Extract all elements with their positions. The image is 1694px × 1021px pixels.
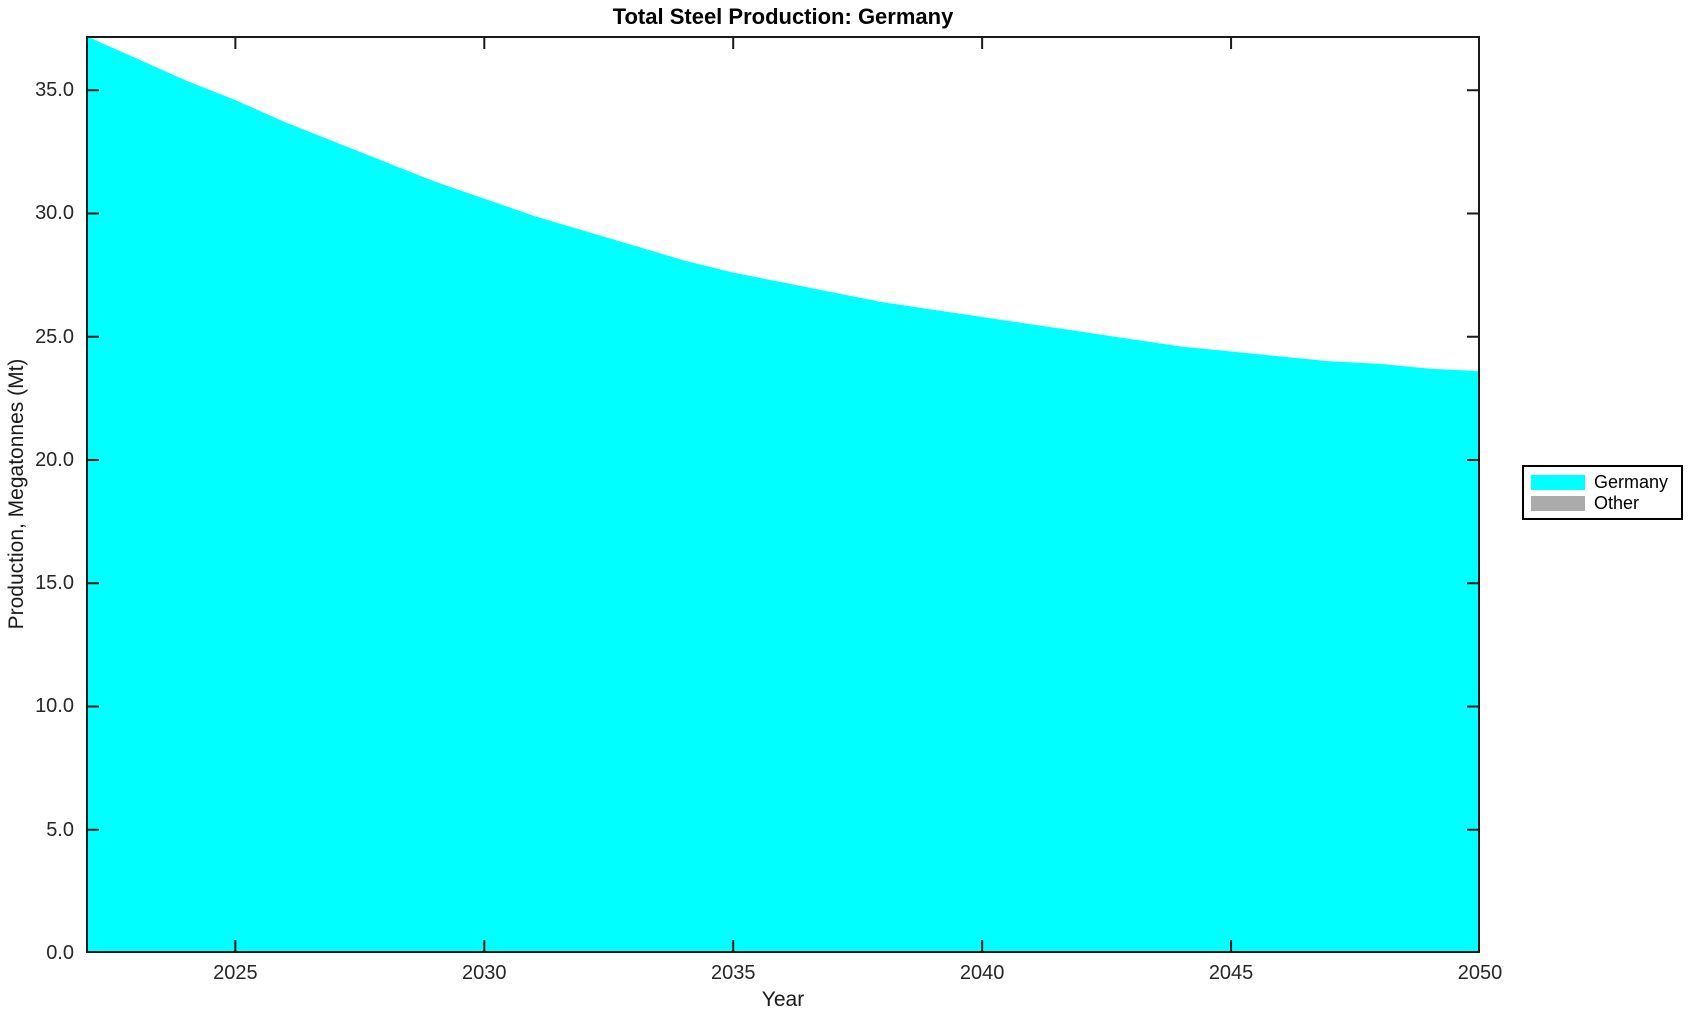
legend-item-germany: Germany (1531, 472, 1674, 492)
legend-item-other: Other (1531, 493, 1674, 513)
y-tick-label: 10.0 (35, 695, 74, 718)
y-tick-label: 35.0 (35, 79, 74, 102)
area-series-germany (86, 36, 1480, 953)
y-tick-label: 0.0 (46, 942, 74, 964)
x-tick-label: 2030 (462, 962, 507, 984)
y-tick-label: 5.0 (46, 818, 74, 841)
x-tick-label: 2040 (959, 962, 1005, 984)
y-tick-label: 15.0 (35, 572, 74, 595)
y-tick-label: 25.0 (35, 325, 74, 348)
y-tick-label: 20.0 (35, 448, 74, 471)
legend-label-other: Other (1594, 492, 1640, 513)
axes-box (86, 36, 1480, 953)
x-tick-label: 2035 (710, 962, 756, 984)
legend-swatch-germany (1531, 474, 1585, 490)
legend-swatch-other (1531, 495, 1585, 511)
legend: Germany Other (1522, 465, 1683, 520)
chart-title: Total Steel Production: Germany (612, 4, 954, 29)
legend-label-germany: Germany (1594, 471, 1669, 492)
area-chart-svg (86, 36, 1480, 953)
y-tick-label: 30.0 (35, 202, 74, 225)
x-axis-label: Year (761, 988, 805, 1011)
plot-area (86, 36, 1480, 953)
x-tick-label: 2025 (213, 962, 258, 984)
x-tick-label: 2045 (1208, 962, 1254, 984)
x-tick-label: 2050 (1457, 962, 1503, 984)
